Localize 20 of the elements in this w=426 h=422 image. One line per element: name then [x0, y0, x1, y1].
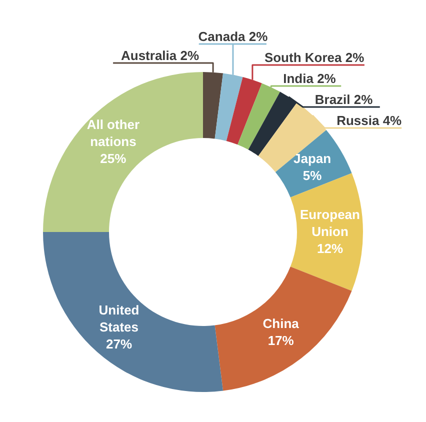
slice-label: European Union	[300, 207, 360, 239]
data-label: 5%	[302, 168, 322, 183]
slice-label: Australia 2%	[121, 48, 200, 63]
donut-slice	[214, 266, 352, 391]
donut-slice	[290, 173, 363, 291]
slice-label: Russia 4%	[336, 113, 402, 128]
slice-label: All other nations	[86, 117, 140, 150]
data-label: 17%	[268, 332, 294, 348]
slice-label: South Korea 2%	[264, 50, 365, 65]
slice-label: United States	[98, 302, 140, 334]
data-label: 27%	[106, 336, 132, 352]
data-label: 12%	[316, 241, 344, 256]
slice-label: Canada 2%	[198, 29, 268, 44]
slice-label: China	[262, 316, 300, 331]
slice-label: India 2%	[283, 71, 336, 86]
data-label: 25%	[100, 151, 127, 166]
donut-slice	[43, 72, 203, 232]
donut-slice	[43, 232, 224, 392]
slice-label: Japan	[294, 150, 332, 166]
slice-label: Brazil 2%	[314, 92, 374, 107]
